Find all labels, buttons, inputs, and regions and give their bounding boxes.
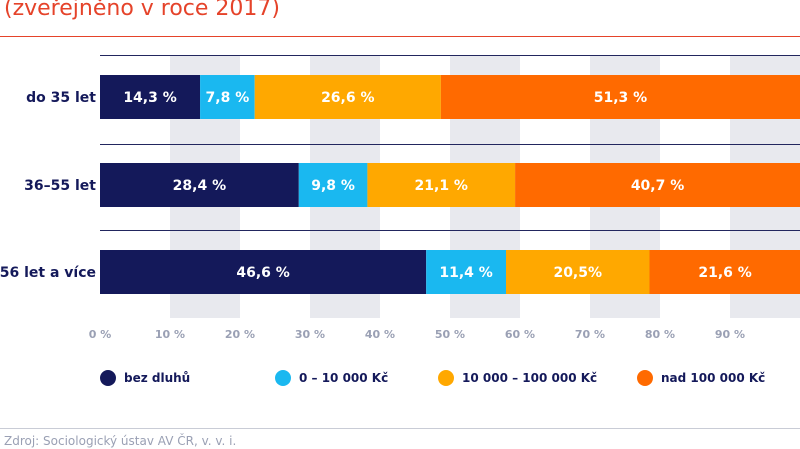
x-tick-label: 30 % bbox=[295, 328, 325, 341]
legend-item-10000-100000: 10 000 – 100 000 Kč bbox=[438, 368, 597, 388]
legend-item-nad-100000: nad 100 000 Kč bbox=[637, 368, 765, 388]
bar-segment bbox=[426, 250, 506, 294]
x-tick-label: 90 % bbox=[715, 328, 745, 341]
bar-value-label: 21,1 % bbox=[415, 178, 468, 194]
legend-label: nad 100 000 Kč bbox=[661, 371, 766, 385]
bar-value-label: 7,8 % bbox=[206, 90, 250, 106]
bar-segment bbox=[254, 75, 441, 119]
bar-segment bbox=[440, 75, 800, 119]
category-label: 56 let a více bbox=[0, 265, 96, 281]
x-tick-label: 50 % bbox=[435, 328, 465, 341]
bar-value-label: 51,3 % bbox=[594, 90, 647, 106]
title-divider bbox=[0, 36, 800, 37]
bar-value-label: 9,8 % bbox=[311, 178, 355, 194]
legend-swatch bbox=[275, 370, 291, 386]
x-tick-label: 80 % bbox=[645, 328, 675, 341]
legend-swatch bbox=[637, 370, 653, 386]
bar-segment bbox=[100, 163, 299, 207]
bar-segment bbox=[649, 250, 800, 294]
bar-segment bbox=[100, 250, 427, 294]
bar-segment bbox=[367, 163, 516, 207]
legend-label: 0 – 10 000 Kč bbox=[299, 371, 389, 385]
bar-value-label: 20,5% bbox=[553, 265, 602, 281]
x-tick-label: 20 % bbox=[225, 328, 255, 341]
x-tick-label: 0 % bbox=[89, 328, 112, 341]
legend-item-0-10000: 0 – 10 000 Kč bbox=[275, 368, 388, 388]
bar-value-label: 40,7 % bbox=[631, 178, 684, 194]
x-tick-label: 70 % bbox=[575, 328, 605, 341]
legend-label: bez dluhů bbox=[124, 371, 191, 385]
bar-value-label: 28,4 % bbox=[173, 178, 226, 194]
source-note: Zdroj: Sociologický ústav AV ČR, v. v. i… bbox=[4, 434, 237, 448]
bar-segment bbox=[100, 75, 201, 119]
chart-title: (zveřejněno v roce 2017) bbox=[4, 0, 280, 21]
legend-swatch bbox=[100, 370, 116, 386]
x-tick-label: 60 % bbox=[505, 328, 535, 341]
category-label: do 35 let bbox=[26, 90, 96, 106]
category-label: 36–55 let bbox=[24, 178, 96, 194]
x-tick-label: 40 % bbox=[365, 328, 395, 341]
bar-segment bbox=[298, 163, 368, 207]
legend-swatch bbox=[438, 370, 454, 386]
footer-divider bbox=[0, 428, 800, 429]
x-tick-label: 10 % bbox=[155, 328, 185, 341]
bar-value-label: 26,6 % bbox=[321, 90, 374, 106]
bar-segment bbox=[515, 163, 800, 207]
bar-segment bbox=[200, 75, 255, 119]
bar-value-label: 14,3 % bbox=[123, 90, 176, 106]
bar-value-label: 21,6 % bbox=[698, 265, 751, 281]
legend-label: 10 000 – 100 000 Kč bbox=[462, 371, 598, 385]
bar-segment bbox=[506, 250, 650, 294]
stacked-bar-chart: 0 % 10 % 20 % 30 % 40 % 50 % 60 % 70 % 80 % 90 % d… bbox=[0, 55, 800, 341]
legend-item-bez-dluhu: bez dluhů bbox=[100, 368, 190, 388]
bar-value-label: 46,6 % bbox=[236, 265, 289, 281]
bar-value-label: 11,4 % bbox=[439, 265, 492, 281]
